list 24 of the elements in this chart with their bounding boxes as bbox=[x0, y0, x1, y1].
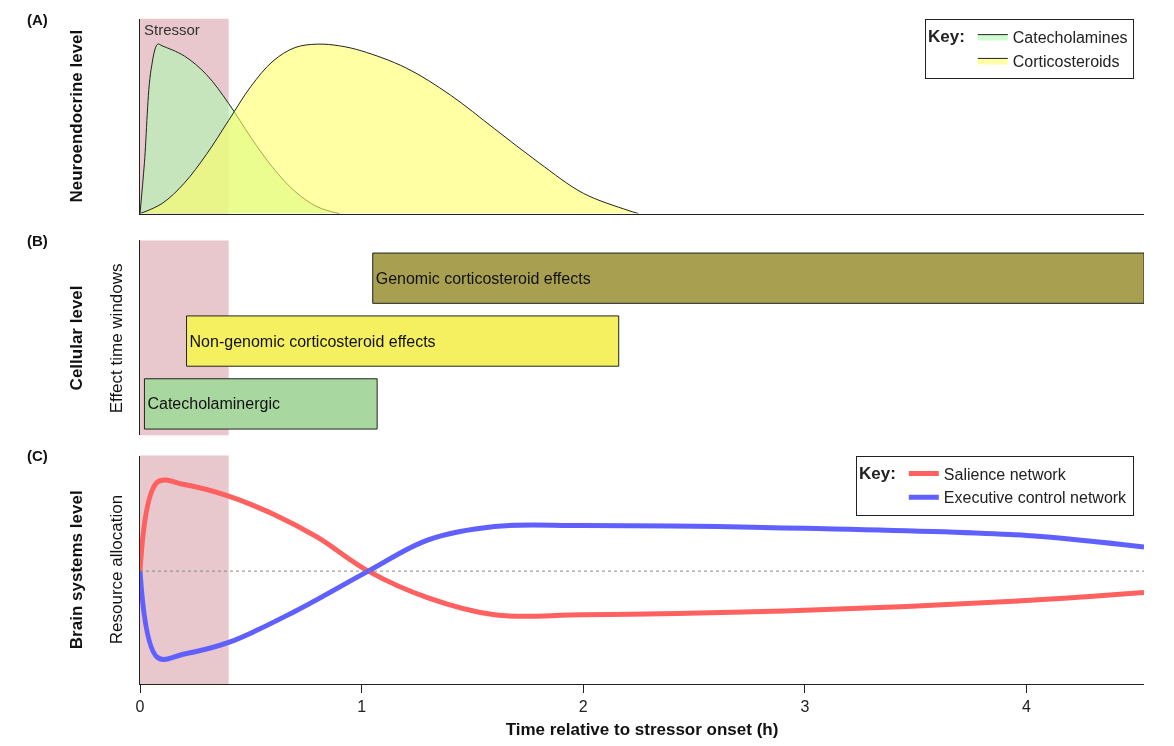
legend-title: Key: bbox=[858, 463, 896, 483]
x-tick-label: 1 bbox=[357, 698, 367, 716]
y-tick-label: Genomic corticosteroid effects bbox=[375, 269, 591, 287]
x-tick-label: 3 bbox=[800, 698, 810, 716]
text: (B) bbox=[27, 232, 48, 249]
band-label: Stressor bbox=[144, 21, 200, 38]
legend-label: Salience network bbox=[943, 465, 1067, 483]
y-tick-label: Non-genomic corticosteroid effects bbox=[189, 332, 436, 350]
text: Effect time windows bbox=[106, 263, 126, 414]
x-tick-label: 2 bbox=[578, 698, 588, 716]
legend-label: Catecholamines bbox=[1012, 28, 1128, 46]
legend-label: Corticosteroids bbox=[1012, 52, 1120, 70]
x-tick-label: 0 bbox=[135, 698, 145, 716]
x-tick-label: 4 bbox=[1022, 698, 1032, 716]
legend-label: Executive control network bbox=[943, 489, 1128, 507]
text: (C) bbox=[27, 447, 48, 464]
text: Resource allocation bbox=[106, 494, 126, 645]
legend-title: Key: bbox=[927, 26, 965, 46]
y-axis-title: Cellular level bbox=[66, 285, 86, 391]
x-axis-title: Time relative to stressor onset (h) bbox=[505, 719, 779, 739]
text: (A) bbox=[27, 11, 48, 28]
y-axis-title: Neuroendocrine level bbox=[66, 29, 86, 203]
y-axis-title: Brain systems level bbox=[66, 490, 86, 650]
y-tick-label: Catecholaminergic bbox=[147, 395, 280, 413]
